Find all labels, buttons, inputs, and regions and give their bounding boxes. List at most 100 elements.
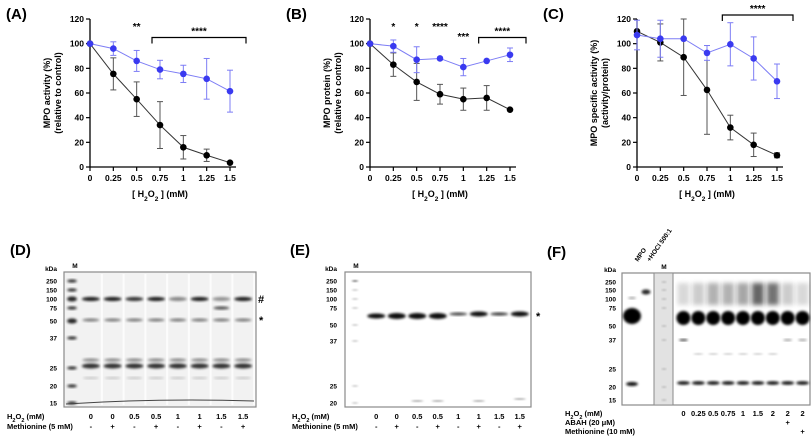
gel-band: [752, 353, 763, 355]
gel-band: [796, 381, 810, 385]
kda-marker-label: 75: [609, 306, 617, 313]
data-point: [483, 57, 490, 65]
gel-band: [234, 363, 253, 369]
gel-band: [213, 306, 230, 310]
y-tick-label: 100: [617, 39, 631, 49]
marker-band: [67, 336, 77, 340]
lane-methionine-label: -: [457, 422, 460, 431]
panel-label-f: (F): [547, 244, 567, 261]
gel-band: [736, 311, 750, 325]
x-tick-label: 0.5: [678, 173, 690, 183]
gel-smear: [707, 283, 720, 305]
lane-h2o2-label: 0.5: [129, 412, 139, 421]
lane-h2o2-label: 2: [786, 409, 790, 418]
gel-band: [213, 377, 230, 379]
data-point: [413, 78, 420, 86]
data-point: [110, 45, 117, 52]
gel-smear: [766, 283, 779, 305]
lane-methionine-label: +: [436, 422, 441, 431]
x-tick-label: 0.25: [385, 173, 402, 183]
y-axis-title-line: MPO activity (%): [42, 58, 52, 129]
significance-label: **: [133, 22, 141, 33]
lane-h2o2-label: 0: [681, 409, 685, 418]
gel-band: [212, 363, 231, 369]
panel-label-b: (B): [286, 6, 307, 23]
data-point: [633, 31, 641, 39]
kda-marker-label: 250: [46, 279, 57, 286]
gel-band: [783, 339, 793, 341]
gel-band: [169, 318, 187, 322]
y-tick-label: 0: [79, 162, 84, 172]
marker-band: [67, 279, 77, 283]
gel-row-label: H2O2 (mM): [7, 412, 45, 424]
data-point: [180, 70, 187, 78]
gel-band: [147, 297, 166, 301]
x-tick-label: 1.5: [771, 173, 783, 183]
gel-band: [691, 311, 706, 325]
gel-smear: [781, 283, 794, 305]
data-point: [483, 94, 490, 102]
lane-h2o2-label: 1.5: [494, 412, 504, 421]
gel-band: [780, 311, 795, 325]
band-mark-hash: #: [258, 294, 264, 306]
lane-methionine-label: +: [154, 422, 159, 431]
lane-methionine-label: -: [498, 422, 501, 431]
y-tick-label: 20: [355, 137, 365, 147]
y-tick-label: 20: [622, 137, 632, 147]
gel-band: [691, 381, 705, 385]
data-point: [506, 106, 514, 113]
gel-band: [147, 318, 165, 322]
y-tick-label: 60: [355, 88, 365, 98]
x-axis-title: [ H2O2 ] (mM): [412, 189, 468, 203]
y-axis-title-line: MPO specific activity (%): [589, 40, 599, 147]
gel-band: [798, 339, 808, 341]
panel-label-d: (D): [10, 242, 31, 259]
gel-band: [125, 358, 143, 362]
kda-marker-label: 100: [46, 297, 57, 304]
kda-marker-label: 150: [326, 288, 337, 295]
gel-band: [235, 377, 252, 379]
y-axis-title-line: (relative to control): [333, 52, 343, 134]
marker-band: [352, 289, 358, 291]
gel-band: [721, 311, 736, 325]
data-point: [727, 124, 734, 131]
data-point: [727, 40, 734, 48]
gel-band: [234, 297, 253, 301]
data-point: [203, 151, 210, 159]
marker-band: [662, 339, 666, 341]
gel-band: [212, 358, 230, 362]
gel-band: [706, 381, 720, 385]
x-tick-label: 0.25: [105, 173, 122, 183]
kda-marker-label: 20: [609, 385, 617, 392]
data-point: [506, 51, 514, 59]
x-tick-label: 1.25: [198, 173, 215, 183]
gel-band: [628, 297, 636, 299]
panel-label-e: (E): [290, 242, 310, 259]
x-tick-label: 0.75: [152, 173, 169, 183]
lane-h2o2-label: 2: [771, 409, 775, 418]
lane-h2o2-label: 0: [374, 412, 378, 421]
y-tick-label: 100: [70, 39, 84, 49]
gel-row-label: ABAH (20 μM): [565, 418, 616, 427]
kda-marker-label: 37: [330, 339, 338, 346]
x-tick-label: 0.5: [131, 173, 143, 183]
gel-band: [103, 363, 122, 369]
marker-lane-label: M: [72, 263, 77, 270]
data-point: [226, 159, 234, 166]
lane-methionine-label: -: [220, 422, 223, 431]
marker-band: [662, 325, 666, 327]
gel-row-label: H2O2 (mM): [292, 412, 330, 424]
gel-band: [428, 313, 447, 319]
y-axis-title-line: MPO protein (%): [322, 58, 332, 128]
marker-band: [352, 280, 358, 282]
y-tick-label: 80: [622, 63, 632, 73]
lane-methionine-label: +: [477, 422, 482, 431]
lane-h2o2-label: 1: [741, 409, 745, 418]
y-tick-label: 40: [355, 113, 365, 123]
series-blue: [366, 39, 514, 77]
gel-band: [168, 297, 187, 301]
chart-c: 0 20 40 60 80 100 120 0 0.25 0.5 0.75 1 1.25 1.5 [ H2O…: [589, 4, 794, 203]
significance-label: ****: [191, 27, 207, 38]
y-tick-label: 20: [75, 137, 85, 147]
